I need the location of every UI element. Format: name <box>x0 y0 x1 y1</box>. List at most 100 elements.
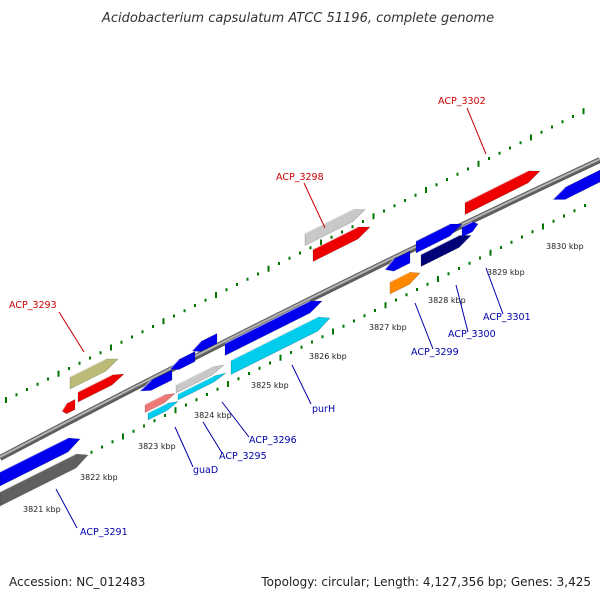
gene-acp3301-shine <box>461 221 473 228</box>
tick-mark-upper <box>183 309 186 313</box>
gene-acp3293-olive-shine <box>69 358 107 378</box>
gene-guad-blue-shine <box>139 379 152 392</box>
tick-mark-lower <box>500 246 502 249</box>
tick-mark-lower <box>132 429 135 433</box>
gene-bottom-leader <box>221 401 250 438</box>
gene-acp3296-shine <box>177 375 215 395</box>
gene-left-blue-shine <box>384 258 395 270</box>
gene-bottom-leader <box>174 426 194 468</box>
tick-mark-upper <box>488 157 490 160</box>
tick-mark-lower <box>479 256 481 260</box>
gene-bottom-label: ACP_3296 <box>249 435 297 446</box>
tick-mark-upper <box>110 344 112 351</box>
tick-mark-lower <box>342 324 345 328</box>
gene-bottom-leader <box>485 267 504 315</box>
gene-guad-blue <box>139 369 173 392</box>
gene-bottom-leader <box>414 302 434 350</box>
tick-mark-upper <box>467 167 469 171</box>
gene-acp3293-olive <box>69 358 119 390</box>
gene-acp3295-blue-shine <box>169 359 180 370</box>
tick-mark-lower <box>269 361 271 365</box>
gene-acp3300-blue-shine <box>415 223 451 242</box>
tick-mark-lower <box>90 450 93 454</box>
gene-bottom-leader <box>455 284 469 333</box>
tick-mark-lower <box>563 214 565 218</box>
tick-mark-lower <box>384 302 387 309</box>
gene-purh-shine <box>230 316 319 362</box>
gene-top-leader <box>58 311 85 353</box>
tick-mark-lower <box>321 335 324 339</box>
tick-mark-upper <box>540 130 543 134</box>
tick-mark-upper <box>435 183 438 187</box>
gene-purh <box>230 316 331 375</box>
tick-mark-upper <box>57 370 60 377</box>
tick-mark-upper <box>204 298 207 302</box>
tick-label: 3825 kbp <box>251 381 289 390</box>
gene-right-blue-body <box>552 169 600 200</box>
tick-mark-upper <box>131 335 133 339</box>
gene-bottom-label: ACP_3301 <box>483 312 531 323</box>
tick-mark-lower <box>237 377 240 381</box>
gene-bottom-label: ACP_3300 <box>448 329 496 340</box>
gene-acp3295-blue-body <box>169 351 196 370</box>
tick-mark-lower <box>395 298 397 302</box>
tick-mark-lower <box>258 366 261 370</box>
tick-mark-upper <box>5 397 7 403</box>
gene-acp3291-blue-shine <box>0 437 69 473</box>
tick-mark-lower <box>101 445 103 449</box>
gene-right-blue-shine <box>552 187 566 200</box>
gene-acp3293-shine <box>77 374 113 393</box>
tick-label: 3822 kbp <box>80 473 118 482</box>
tick-mark-upper <box>236 283 238 286</box>
tick-label: 3823 kbp <box>138 442 176 451</box>
tick-mark-lower <box>311 340 313 344</box>
tick-mark-lower <box>300 345 303 349</box>
tick-mark-lower <box>489 249 492 256</box>
gene-bottom-label: ACP_3299 <box>411 347 459 358</box>
tick-mark-upper <box>89 356 91 360</box>
tick-mark-upper <box>47 377 49 381</box>
tick-label: 3827 kbp <box>369 323 407 332</box>
tick-label: 3829 kbp <box>487 268 525 277</box>
tick-mark-upper <box>509 146 511 150</box>
gene-acp3299 <box>389 271 421 295</box>
tick-mark-lower <box>195 398 198 402</box>
tick-label: 3826 kbp <box>309 352 347 361</box>
tick-mark-upper <box>194 304 196 307</box>
gene-guad <box>147 401 180 421</box>
gene-acp3299-shine <box>389 271 410 283</box>
tick-mark-lower <box>206 393 208 396</box>
tick-mark-upper <box>530 134 532 141</box>
gene-purh-blue <box>224 300 323 356</box>
tick-mark-lower <box>122 433 124 440</box>
tick-mark-upper <box>383 209 385 213</box>
tick-mark-upper <box>141 330 144 334</box>
tick-mark-lower <box>447 272 450 276</box>
tick-mark-upper <box>446 178 448 181</box>
tick-mark-upper <box>320 239 322 246</box>
tick-mark-lower <box>353 319 355 323</box>
gene-acp3299-body <box>389 271 421 295</box>
gene-top-leader <box>466 107 487 155</box>
tick-mark-lower <box>552 219 555 223</box>
gene-bottom-leader <box>202 421 223 454</box>
tick-mark-upper <box>456 172 459 176</box>
gene-acp3300 <box>420 234 472 267</box>
gene-top-leader <box>303 182 326 229</box>
tick-mark-upper <box>519 141 522 145</box>
gene-top-label: ACP_3298 <box>276 172 324 183</box>
tick-mark-upper <box>152 325 154 328</box>
tick-mark-lower <box>405 293 408 297</box>
gene-acp3291-shine <box>0 453 77 493</box>
gene-top-label: ACP_3293 <box>9 300 57 311</box>
gene-purh-blue-shine <box>224 300 311 345</box>
gene-acp3295-shine <box>175 366 213 386</box>
tick-mark-upper <box>341 230 343 234</box>
tick-label: 3830 kbp <box>546 242 584 251</box>
topology-summary: Topology: circular; Length: 4,127,356 bp… <box>260 575 591 589</box>
gene-bottom-leader <box>55 488 78 529</box>
gene-acp3295-blue <box>169 351 196 370</box>
tick-mark-lower <box>437 276 439 282</box>
tick-mark-upper <box>225 288 228 292</box>
gene-acp3298-gray <box>304 208 366 246</box>
